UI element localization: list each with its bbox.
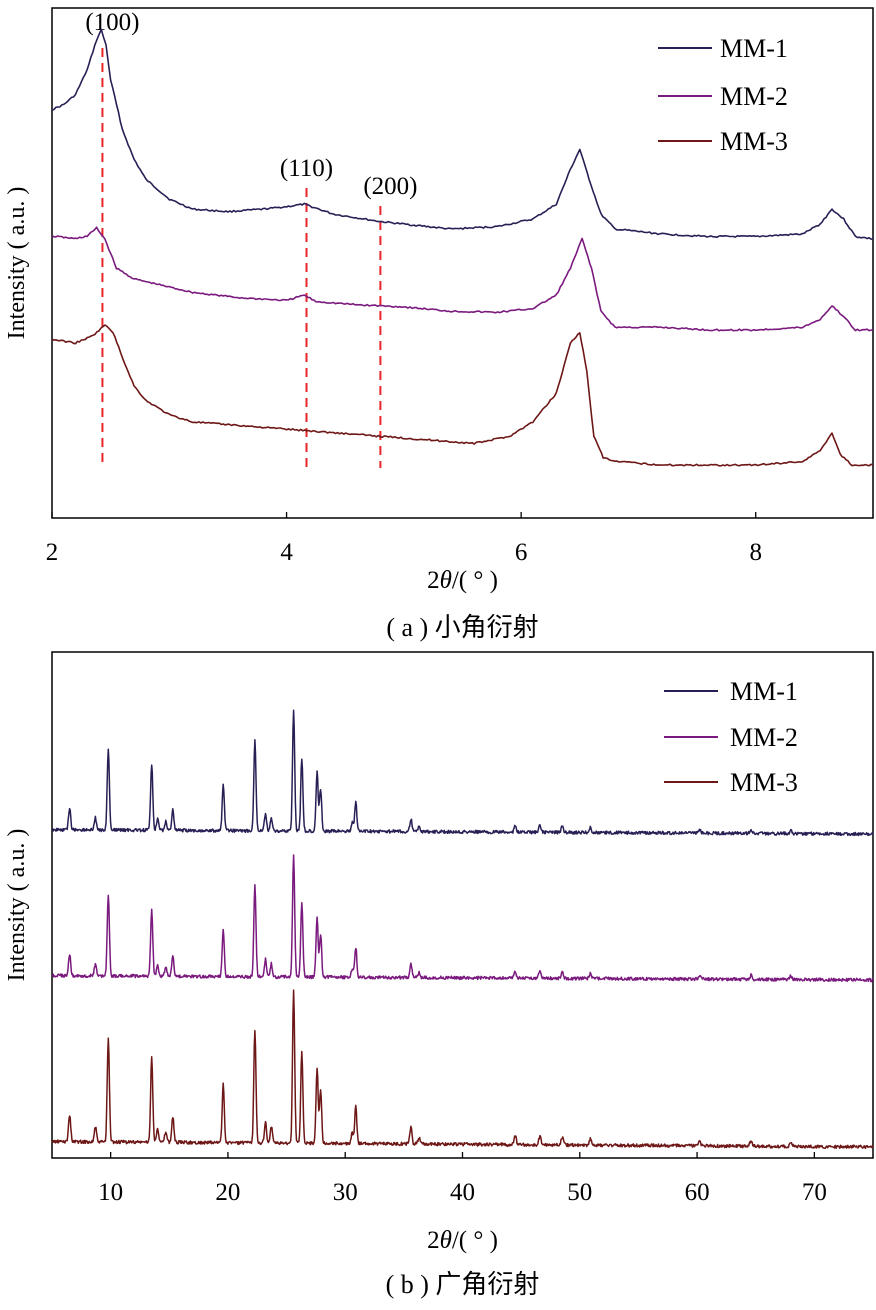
reference-label: (200) <box>363 173 417 200</box>
x-tick-label: 70 <box>802 1179 827 1206</box>
legend-label-mm-2: MM-2 <box>730 723 798 752</box>
series-line-mm-1 <box>51 709 874 837</box>
series-line-mm-2 <box>51 854 874 983</box>
panel-caption: ( b ) 广角衍射 <box>386 1270 540 1299</box>
series-line-mm-3 <box>51 324 874 467</box>
reference-label: (100) <box>85 9 139 36</box>
x-tick-label: 40 <box>450 1179 475 1206</box>
x-tick-label: 30 <box>333 1179 358 1206</box>
x-axis-label: 2θ/( ° ) <box>427 567 498 594</box>
series-line-mm-3 <box>51 989 874 1150</box>
plot-frame <box>51 7 874 519</box>
x-tick-label: 8 <box>749 539 762 566</box>
legend-label-mm-1: MM-1 <box>720 34 788 63</box>
x-tick-label: 6 <box>515 539 528 566</box>
panel-b-wide-angle: 10 20 30 40 50 60 70 2θ/( ° ) ( b ) 广角衍射 Intensit… <box>4 651 874 1299</box>
legend-label-mm-3: MM-3 <box>720 127 788 156</box>
panel-caption: ( a ) 小角衍射 <box>386 613 538 642</box>
legend-label-mm-2: MM-2 <box>720 82 788 111</box>
y-axis-label: Intensity ( a.u. ) <box>4 187 30 340</box>
x-tick-label: 60 <box>685 1179 710 1206</box>
x-tick-label: 4 <box>280 539 293 566</box>
x-tick-label: 20 <box>215 1179 240 1206</box>
x-tick-label: 2 <box>46 539 59 566</box>
x-tick-label: 10 <box>98 1179 123 1206</box>
series-line-mm-2 <box>51 226 874 332</box>
reference-label: (110) <box>280 155 333 182</box>
y-axis-label: Intensity ( a.u. ) <box>4 829 30 982</box>
series-line-mm-1 <box>51 28 874 240</box>
x-axis-label: 2θ/( ° ) <box>427 1227 498 1254</box>
panel-a-small-angle: 2 4 6 8 2θ/( ° ) ( a ) 小角衍射 Intensity ( a.u. )… <box>4 7 874 642</box>
legend-label-mm-1: MM-1 <box>730 677 798 706</box>
legend-label-mm-3: MM-3 <box>730 768 798 797</box>
x-tick-label: 50 <box>567 1179 592 1206</box>
